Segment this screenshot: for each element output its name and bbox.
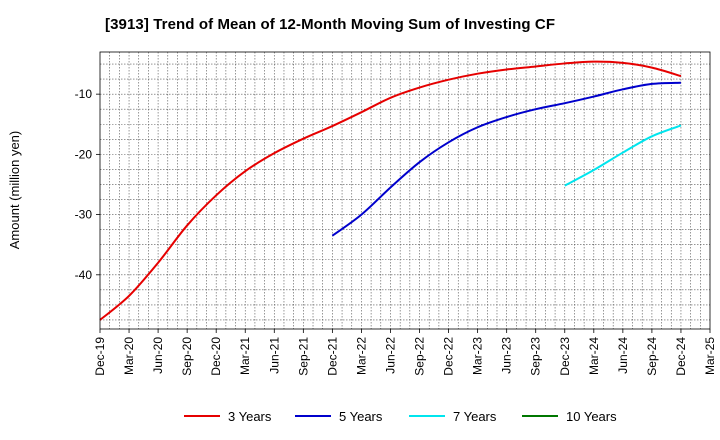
legend-swatch <box>522 415 558 417</box>
y-tick-label: -10 <box>75 87 93 101</box>
x-tick-label: Dec-21 <box>325 337 339 376</box>
x-tick-label: Dec-23 <box>558 337 572 376</box>
series-line-3-years <box>99 60 682 321</box>
x-tick-label: Sep-24 <box>645 337 659 376</box>
y-axis-label: Amount (million yen) <box>7 131 22 250</box>
legend-swatch <box>409 415 445 417</box>
y-tick-label: -40 <box>75 268 93 282</box>
x-tick-label: Mar-22 <box>354 337 368 375</box>
legend-label: 10 Years <box>566 408 617 424</box>
grid <box>100 52 710 329</box>
x-tick-label: Mar-24 <box>587 337 601 375</box>
x-tick-label: Sep-21 <box>296 337 310 376</box>
y-axis-ticks: -10 -20 -30 -40 <box>75 87 100 282</box>
legend-item-10-years: 10 Years <box>522 406 617 426</box>
x-tick-label: Mar-20 <box>122 337 136 375</box>
x-tick-label: Mar-23 <box>471 337 485 375</box>
legend-swatch <box>295 415 331 417</box>
series-line-5-years <box>331 81 681 237</box>
x-tick-label: Sep-20 <box>180 337 194 376</box>
x-tick-label: Jun-23 <box>500 337 514 374</box>
x-tick-label: Dec-24 <box>674 337 688 376</box>
legend-label: 7 Years <box>453 408 497 424</box>
plot-frame <box>99 51 711 330</box>
legend-label: 3 Years <box>228 408 272 424</box>
chart-title: [3913] Trend of Mean of 12-Month Moving … <box>105 16 556 33</box>
x-tick-label: Dec-20 <box>209 337 223 376</box>
x-tick-label: Jun-20 <box>151 337 165 374</box>
legend-label: 5 Years <box>339 408 383 424</box>
y-tick-label: -30 <box>75 208 93 222</box>
x-tick-label: Mar-21 <box>238 337 252 375</box>
x-tick-label: Dec-19 <box>93 337 107 376</box>
legend-item-5-years: 5 Years <box>295 406 382 426</box>
series-lines <box>99 60 682 321</box>
y-tick-label: -20 <box>75 147 93 161</box>
x-tick-label: Mar-25 <box>703 337 717 375</box>
x-tick-label: Sep-22 <box>413 337 427 376</box>
legend-item-7-years: 7 Years <box>409 406 496 426</box>
x-axis-ticks: Dec-19 Mar-20 Jun-20 Sep-20 Dec-20 Mar-21 Jun-… <box>93 329 717 376</box>
x-tick-label: Jun-24 <box>616 337 630 374</box>
x-tick-label: Sep-23 <box>529 337 543 376</box>
legend-swatch <box>184 415 220 417</box>
x-tick-label: Dec-22 <box>442 337 456 376</box>
x-tick-label: Jun-21 <box>267 337 281 374</box>
series-line-7-years <box>564 124 682 187</box>
legend: 3 Years 5 Years 7 Years 10 Years <box>0 406 720 426</box>
x-tick-label: Jun-22 <box>383 337 397 374</box>
legend-item-3-years: 3 Years <box>184 406 271 426</box>
